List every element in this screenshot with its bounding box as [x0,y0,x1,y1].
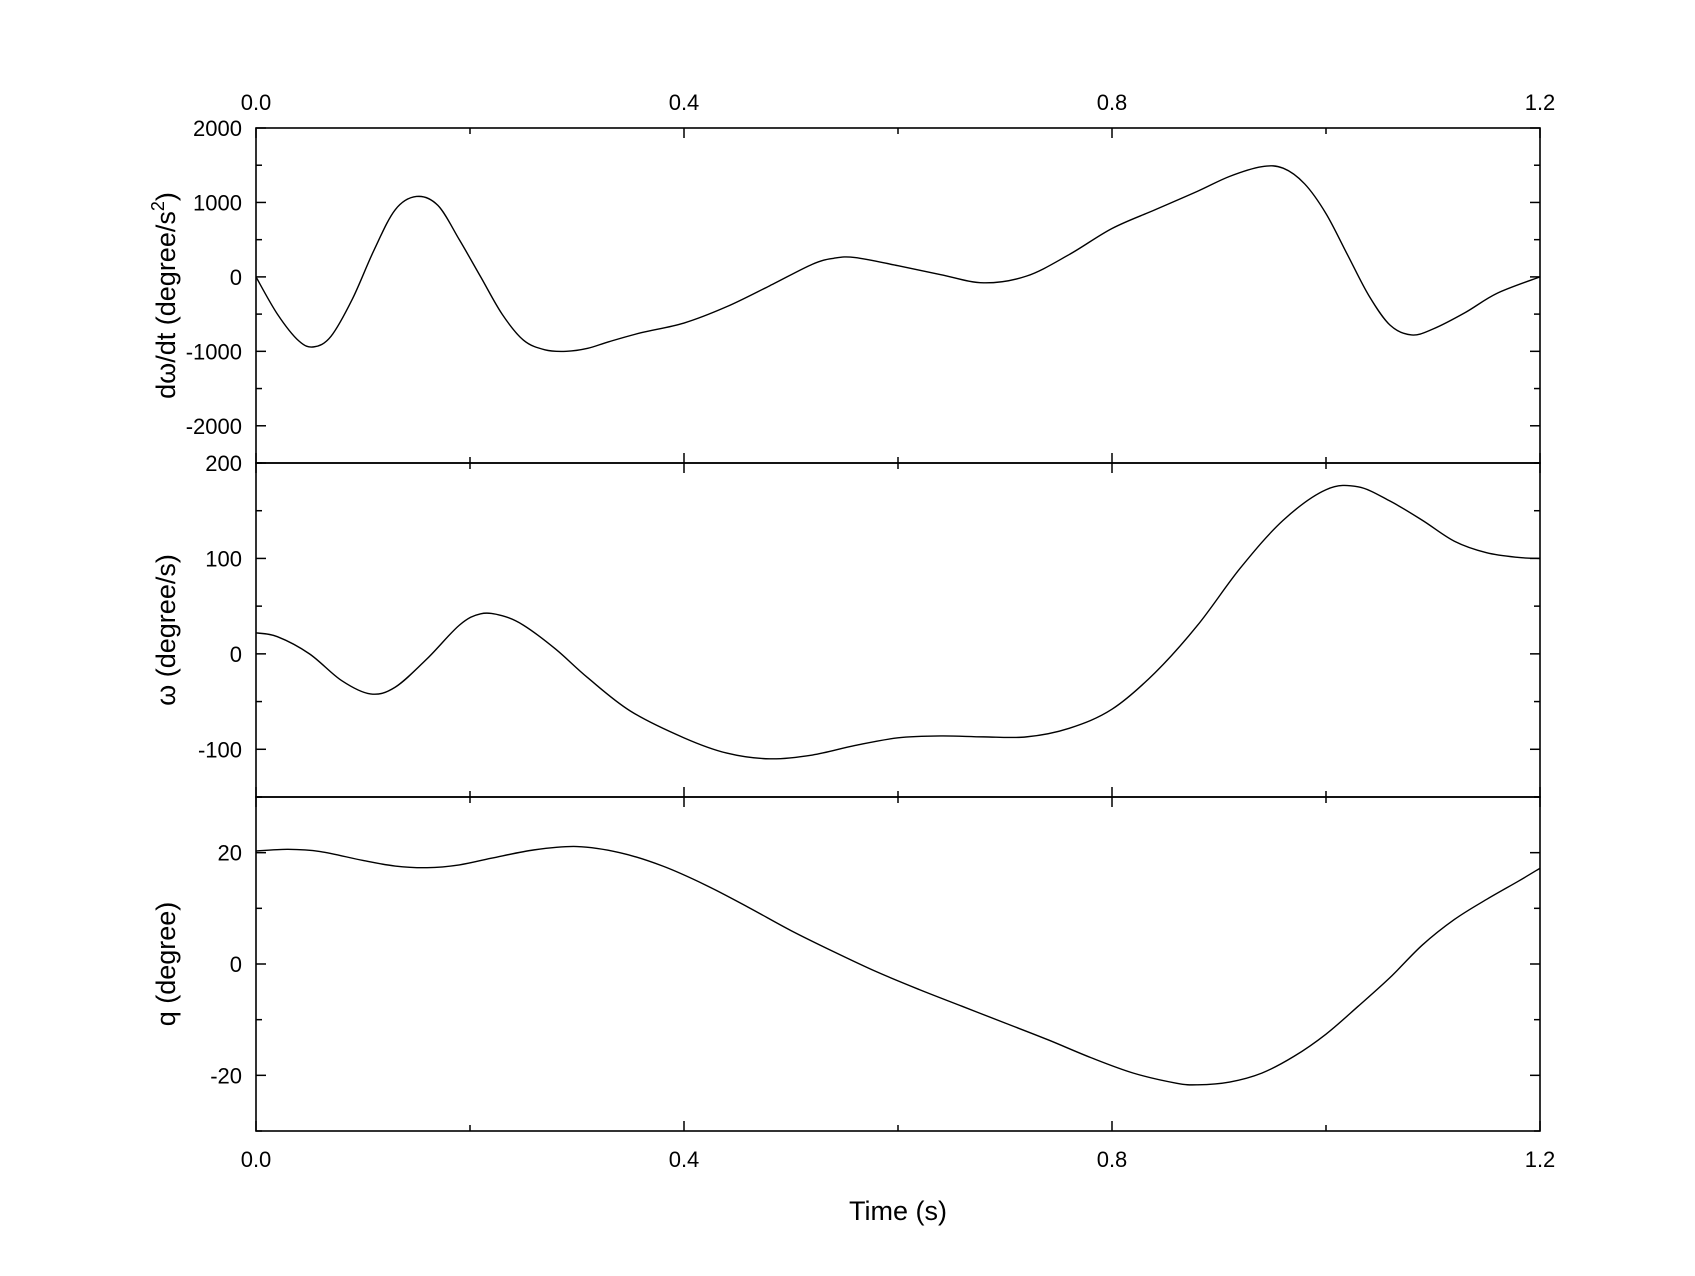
series-line-bottom [255,845,1541,1086]
panel-bottom: 20 0 -20 0.0 0.4 0.8 1.2 Time (s) q (degree) [151,796,1556,1226]
y-tick-label: 200 [205,451,242,476]
y-tick-label: -2000 [186,414,242,439]
y-tick-label: 100 [205,546,242,571]
x-top-tick-label: 1.2 [1525,90,1556,115]
x-top-tick-label: 0.8 [1097,90,1128,115]
series-line-middle [255,484,1541,760]
plot-frame-top [255,127,1541,464]
series-line-top [255,165,1541,353]
y-axis-title: q (degree) [151,902,181,1027]
panel-top: 2000 1000 0 -1000 -2000 0.0 0.4 0.8 1.2 dω/dt (de… [148,90,1556,464]
plot-frame-bottom [255,796,1541,1132]
x-tick-label: 0.8 [1097,1147,1128,1172]
y-tick-label: 0 [230,642,242,667]
x-tick-label: 0.0 [241,1147,272,1172]
panel-middle: 200 100 0 -100 ω (degree/s) [151,451,1541,798]
y-tick-label: -100 [198,737,242,762]
y-tick-label: 0 [230,952,242,977]
y-tick-label: 2000 [193,116,242,141]
x-top-tick-label: 0.0 [241,90,272,115]
y-tick-label: -1000 [186,339,242,364]
x-top-tick-label: 0.4 [669,90,700,115]
y-axis-title: ω (degree/s) [151,554,181,706]
y-tick-label: 1000 [193,190,242,215]
y-tick-label: -20 [210,1063,242,1088]
y-axis-title: dω/dt (degree/s2) [148,192,181,399]
x-tick-label: 0.4 [669,1147,700,1172]
y-tick-label: 20 [218,841,242,866]
y-tick-label: 0 [230,265,242,290]
plot-frame-middle [255,462,1541,798]
x-axis-title: Time (s) [849,1196,947,1226]
x-tick-label: 1.2 [1525,1147,1556,1172]
